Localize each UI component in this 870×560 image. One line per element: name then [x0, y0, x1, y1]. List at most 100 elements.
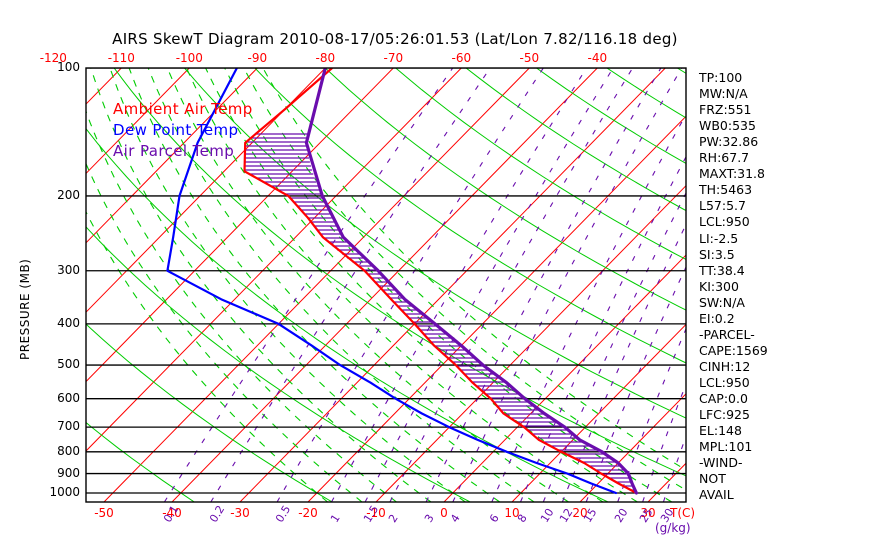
stat-line: RH:67.7 [699, 150, 750, 166]
top-temp-tick: -70 [383, 51, 404, 65]
stat-line: CAP:0.0 [699, 391, 748, 406]
stat-line: CAPE:1569 [699, 342, 768, 358]
pressure-tick: 700 [57, 419, 80, 434]
isotherm [86, 68, 462, 452]
bottom-temp-tick: -50 [94, 506, 114, 520]
dry-adiabat [465, 68, 686, 212]
isotherm [375, 184, 686, 502]
pressure-tick: 500 [57, 357, 80, 372]
bottom-temp-tick: 0 [440, 506, 448, 520]
isotherm [239, 68, 666, 502]
dry-adiabat [86, 127, 609, 502]
stat-line: EL:148 [699, 423, 742, 439]
page-title: AIRS SkewT Diagram 2010-08-17/05:26:01.5… [112, 30, 678, 48]
isotherm [784, 68, 870, 502]
moist-adiabat [147, 68, 535, 502]
moist-adiabat [166, 68, 569, 502]
stat-line: L57:5.7 [699, 198, 746, 214]
dry-adiabat [86, 323, 333, 502]
top-temp-tick: -100 [175, 51, 203, 65]
stat-line: -WIND- [699, 455, 743, 471]
moist-adiabat [224, 68, 673, 502]
stat-line: MW:N/A [699, 86, 748, 102]
dry-adiabat [536, 68, 686, 165]
mixing-ratio-line [662, 434, 686, 502]
stat-line: -PARCEL- [699, 326, 755, 342]
stat-line: CINH:12 [699, 358, 751, 374]
isotherm [86, 68, 394, 383]
moist-adiabat [90, 68, 432, 502]
plot-frame [85, 67, 687, 503]
mixing-ratio-line [425, 68, 662, 502]
bottom-temp-tick: -20 [298, 506, 318, 520]
mixing-ratio-line [276, 68, 544, 502]
isotherm [511, 323, 686, 502]
pressure-tick: 400 [57, 315, 80, 330]
mixing-ratio-line [519, 155, 686, 502]
isotherm [86, 68, 326, 313]
stat-line: AVAIL [699, 487, 734, 503]
bottom-temp-tick: -40 [162, 506, 182, 520]
dry-adiabat [254, 68, 686, 364]
pressure-tick: 800 [57, 443, 80, 458]
moist-adiabat [86, 210, 328, 502]
moist-adiabat [185, 68, 604, 502]
bottom-temp-tick: -10 [366, 506, 386, 520]
moist-adiabat [109, 68, 466, 502]
pressure-tick: 100 [57, 60, 80, 74]
top-temp-tick: -90 [247, 51, 268, 65]
legend-item-parcel: Air Parcel Temp [113, 142, 235, 160]
profile-curve-dewpoint [166, 68, 618, 495]
isotherm [579, 393, 686, 502]
stat-line: WB0:535 [699, 118, 756, 134]
mixing-ratio-axis-label: (g/kg) [655, 521, 691, 535]
curve-layer [166, 68, 638, 495]
pressure-tick: 900 [57, 465, 80, 480]
isotherm [443, 254, 686, 502]
dry-adiabat [86, 421, 195, 502]
legend-item-ambient: Ambient Air Temp [113, 100, 253, 118]
legend-item-dewpoint: Dew Point Temp [113, 121, 239, 139]
bottom-temp-tick: 10 [504, 506, 520, 520]
stat-line: LCL:950 [699, 214, 750, 230]
stat-line: KI:300 [699, 278, 739, 294]
temperature-axis-label: T(C) [670, 506, 696, 520]
moist-adiabat [205, 68, 638, 502]
stat-line: SI:3.5 [699, 246, 735, 262]
pressure-tick: 600 [57, 390, 80, 405]
moist-adiabat [86, 109, 397, 502]
moist-adiabat [243, 68, 686, 491]
bottom-temp-tick: 20 [572, 506, 588, 520]
stat-line: TT:38.4 [699, 262, 745, 278]
isotherm [171, 68, 598, 502]
isotherm [86, 68, 258, 244]
stat-line: MAXT:31.8 [699, 166, 765, 182]
isotherm [647, 462, 686, 502]
mixing-ratio-line [163, 68, 454, 502]
pressure-tick: 300 [57, 262, 80, 277]
stat-line: LI:-2.5 [699, 230, 739, 246]
dry-adiabat [184, 68, 686, 419]
stat-line: MPL:101 [699, 439, 753, 455]
stat-line: EI:0.2 [699, 310, 735, 326]
mixing-ratio-line [491, 113, 686, 502]
stat-line: LFC:925 [699, 407, 750, 423]
stat-line: NOT [699, 471, 726, 487]
profile-curve-parcel [304, 68, 638, 495]
top-temp-tick: -80 [315, 51, 336, 65]
isotherm [307, 115, 686, 502]
pressure-tick: 200 [57, 187, 80, 202]
pressure-tick: 1000 [49, 484, 80, 499]
stat-line: TH:5463 [699, 182, 753, 198]
top-temp-tick: -110 [107, 51, 135, 65]
bottom-temp-tick: -30 [230, 506, 250, 520]
top-temp-tick: -40 [587, 51, 608, 65]
isotherm [103, 68, 530, 502]
isotherm [86, 68, 190, 175]
dry-adiabat [324, 68, 686, 311]
bottom-temp-tick: 30 [640, 506, 656, 520]
stat-line: PW:32.86 [699, 134, 759, 150]
isotherm [852, 68, 870, 502]
